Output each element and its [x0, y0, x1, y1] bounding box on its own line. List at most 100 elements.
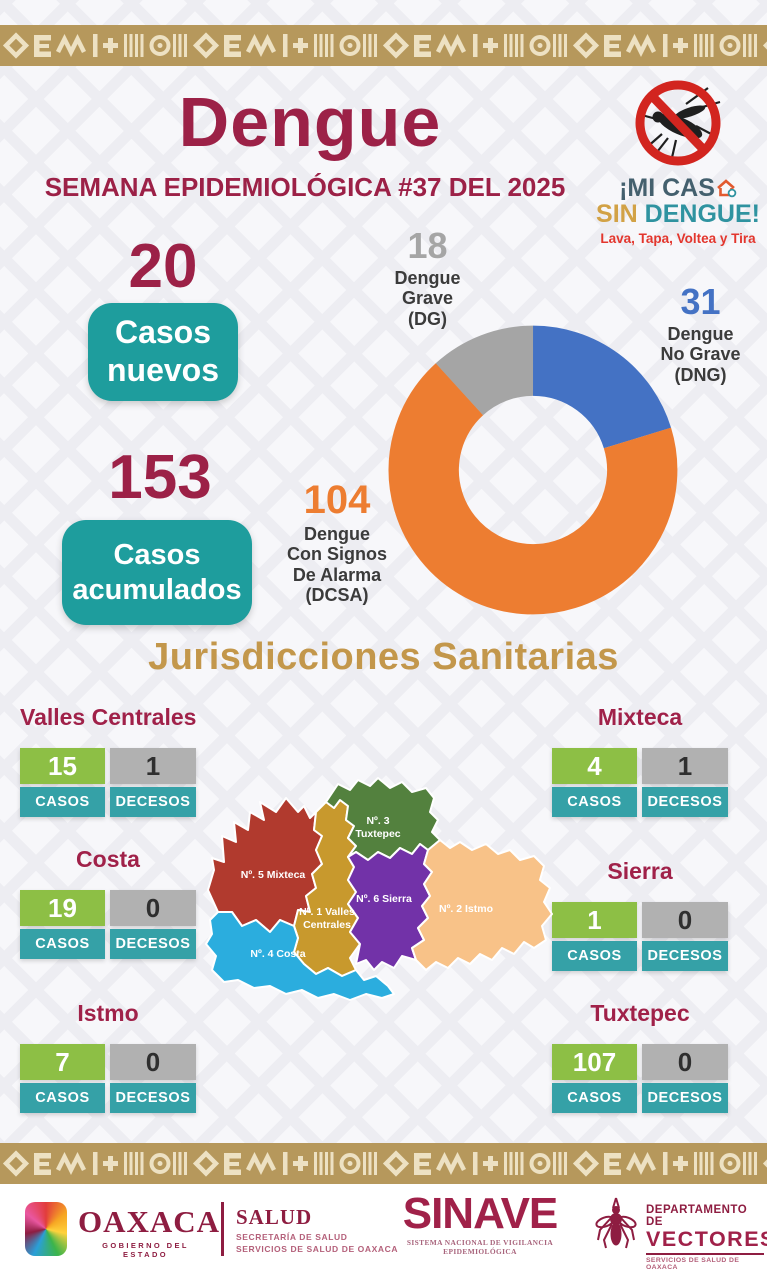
oaxaca-map: Nº. 5 Mixteca Nº. 3 Tuxtepec Nº. 1 Valle… — [205, 777, 553, 1001]
deaths-header: DECESOS — [110, 787, 196, 817]
callout-dcsa: 104 Dengue Con Signos De Alarma (DCSA) — [258, 480, 416, 605]
cases-value: 4 — [552, 748, 637, 784]
region-tuxtepec: Tuxtepec 107 0 CASOS DECESOS — [552, 996, 728, 1113]
deaths-value: 1 — [110, 748, 196, 784]
accumulated-cases-label: Casos acumulados — [62, 520, 252, 625]
cases-header: CASOS — [20, 929, 105, 959]
campaign-logo: ¡MI CAS SIN DENGUE! Lava, Tapa, Voltea y… — [592, 76, 764, 246]
deaths-header: DECESOS — [110, 929, 196, 959]
map-label-tuxtepec-2: Tuxtepec — [355, 828, 400, 840]
map-label-mixteca: Nº. 5 Mixteca — [241, 869, 306, 881]
region-table: 7 0 CASOS DECESOS — [20, 1044, 196, 1113]
map-region-costa — [205, 911, 395, 1001]
campaign-sin: SIN — [596, 200, 638, 229]
campaign-dengue: DENGUE! — [644, 200, 760, 229]
region-table: 107 0 CASOS DECESOS — [552, 1044, 728, 1113]
map-label-istmo: Nº. 2 Istmo — [439, 903, 493, 915]
map-label-valles-2: Centrales — [303, 919, 351, 931]
callout-dengue-no-grave: 31 Dengue No Grave (DNG) — [638, 284, 763, 385]
deaths-value: 0 — [110, 1044, 196, 1080]
jurisdictions-heading: Jurisdicciones Sanitarias — [148, 636, 619, 678]
region-costa: Costa 19 0 CASOS DECESOS — [20, 842, 196, 959]
cases-header: CASOS — [20, 1083, 105, 1113]
cases-header: CASOS — [552, 1083, 637, 1113]
region-title: Mixteca — [597, 704, 683, 730]
cases-value: 107 — [552, 1044, 637, 1080]
cases-value: 7 — [20, 1044, 105, 1080]
salud-logo: SALUD SECRETARÍA DE SALUD SERVICIOS DE S… — [236, 1207, 401, 1256]
sinave-logo: SINAVE SISTEMA NACIONAL DE VIGILANCIA EP… — [388, 1189, 572, 1256]
no-mosquito-icon — [635, 80, 721, 166]
salud-name: SALUD — [236, 1205, 313, 1229]
donut-chart — [388, 325, 678, 615]
footer-divider — [221, 1202, 224, 1256]
cases-value: 1 — [552, 902, 637, 938]
oaxaca-emblem-icon — [25, 1202, 67, 1256]
deaths-header: DECESOS — [110, 1083, 196, 1113]
vectores-line1: DEPARTAMENTO DE — [646, 1204, 748, 1228]
dcsa-label: Dengue Con Signos De Alarma (DCSA) — [287, 524, 387, 605]
map-label-tuxtepec-1: Nº. 3 — [366, 815, 389, 827]
sinave-name: SINAVE — [402, 1189, 559, 1238]
region-sierra: Sierra 1 0 CASOS DECESOS — [552, 854, 728, 971]
decorative-border-top — [0, 25, 767, 66]
campaign-line1: ¡MI CAS — [592, 175, 764, 201]
region-title: Valles Centrales — [20, 704, 197, 730]
accumulated-cases-value: 153 — [108, 443, 212, 512]
map-label-costa: Nº. 4 Costa — [250, 948, 305, 960]
dng-value: 31 — [680, 281, 721, 322]
vectores-logo: DEPARTAMENTO DE VECTORES SERVICIOS DE SA… — [646, 1204, 767, 1271]
cases-value: 19 — [20, 890, 105, 926]
donut-segment-2 — [388, 325, 678, 615]
dng-label: Dengue No Grave (DNG) — [660, 324, 741, 385]
region-title: Istmo — [77, 1000, 139, 1026]
decorative-border-bottom — [0, 1143, 767, 1184]
dg-label: Dengue Grave (DG) — [394, 268, 461, 329]
deaths-value: 0 — [110, 890, 196, 926]
cases-header: CASOS — [552, 941, 637, 971]
house-icon — [717, 179, 737, 198]
map-label-sierra: Nº. 6 Sierra — [356, 893, 412, 905]
vectores-mosquito-icon — [595, 1197, 637, 1249]
callout-dengue-grave: 18 Dengue Grave (DG) — [365, 228, 490, 329]
region-table: 19 0 CASOS DECESOS — [20, 890, 196, 959]
salud-line1: SECRETARÍA DE SALUD — [236, 1232, 348, 1242]
deaths-value: 1 — [642, 748, 728, 784]
map-label-valles-1: Nº. 1 Valles — [299, 906, 355, 918]
salud-line2: SERVICIOS DE SALUD DE OAXACA — [236, 1244, 399, 1255]
vectores-underline — [646, 1252, 764, 1255]
region-title: Costa — [76, 846, 140, 872]
region-valles-centrales: Valles Centrales 15 1 CASOS DECESOS — [20, 700, 196, 817]
campaign-tagline: Lava, Tapa, Voltea y Tira — [600, 230, 756, 246]
region-title: Tuxtepec — [590, 1000, 690, 1026]
oaxaca-tagline: GOBIERNO DEL ESTADO — [102, 1241, 189, 1259]
vectores-name: VECTORES — [646, 1227, 767, 1251]
dg-value: 18 — [407, 225, 448, 266]
region-table: 1 0 CASOS DECESOS — [552, 902, 728, 971]
campaign-line1-text: ¡MI CAS — [619, 174, 715, 202]
page-title: Dengue — [178, 83, 442, 161]
sinave-tagline: SISTEMA NACIONAL DE VIGILANCIA EPIDEMIOL… — [406, 1237, 554, 1256]
dcsa-value: 104 — [303, 478, 371, 522]
cases-value: 15 — [20, 748, 105, 784]
map-region-istmo — [411, 839, 553, 971]
campaign-line2: SIN DENGUE! — [592, 201, 764, 227]
new-cases-label: Casos nuevos — [88, 303, 238, 401]
region-istmo: Istmo 7 0 CASOS DECESOS — [20, 996, 196, 1113]
region-table: 15 1 CASOS DECESOS — [20, 748, 196, 817]
page-subtitle: SEMANA EPIDEMIOLÓGICA #37 DEL 2025 — [44, 172, 566, 202]
deaths-value: 0 — [642, 1044, 728, 1080]
oaxaca-name: OAXACA — [78, 1204, 221, 1239]
deaths-header: DECESOS — [642, 941, 728, 971]
footer: OAXACA GOBIERNO DEL ESTADO SALUD SECRETA… — [0, 1184, 767, 1280]
cases-header: CASOS — [20, 787, 105, 817]
oaxaca-logo: OAXACA GOBIERNO DEL ESTADO — [78, 1204, 221, 1259]
salud-lines: SECRETARÍA DE SALUD SERVICIOS DE SALUD D… — [236, 1231, 401, 1256]
new-cases-value: 20 — [128, 232, 198, 301]
deaths-value: 0 — [642, 902, 728, 938]
cases-header: CASOS — [552, 787, 637, 817]
deaths-header: DECESOS — [642, 787, 728, 817]
region-table: 4 1 CASOS DECESOS — [552, 748, 728, 817]
vectores-tagline: SERVICIOS DE SALUD DE OAXACA — [646, 1256, 740, 1271]
